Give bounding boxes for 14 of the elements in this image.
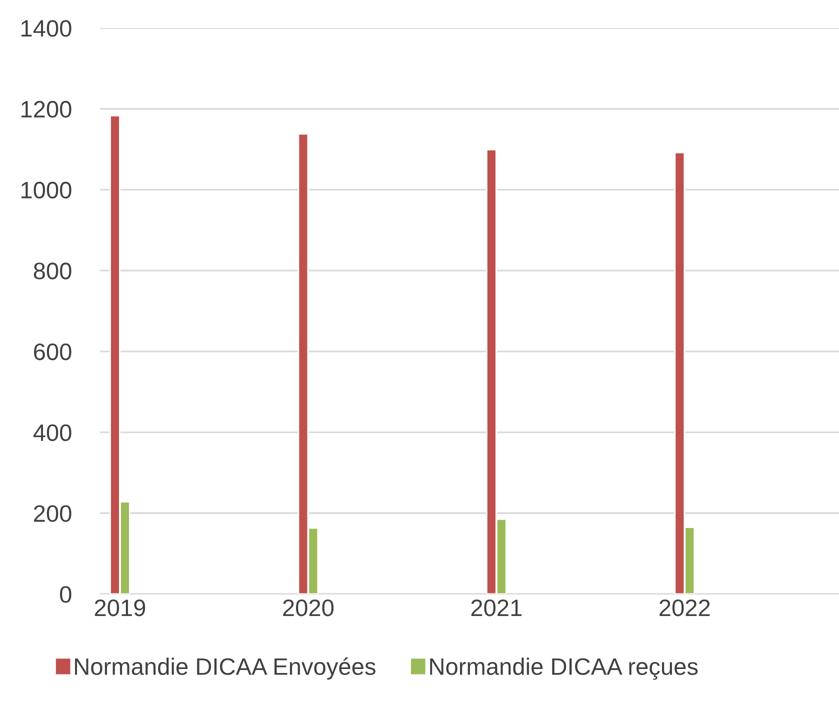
y-tick-label: 800 — [34, 262, 72, 280]
legend-label: Normandie DICAA reçues — [430, 658, 698, 680]
legend-label: Normandie DICAA Envoyées — [75, 657, 376, 680]
x-tick-label: 2021 — [471, 599, 522, 616]
y-tick-label: 1200 — [22, 100, 72, 118]
y-tick-label: 1400 — [22, 20, 72, 37]
y-tick-label: 0 — [60, 586, 72, 603]
y-tick-label: 200 — [34, 505, 72, 522]
x-tick-label: 2020 — [283, 599, 334, 616]
x-tick-label: 2019 — [94, 599, 146, 616]
x-tick-label: 2022 — [660, 599, 710, 616]
y-tick-label: 600 — [34, 343, 72, 360]
y-tick-label: 1000 — [22, 182, 72, 198]
y-tick-label: 400 — [33, 424, 72, 442]
